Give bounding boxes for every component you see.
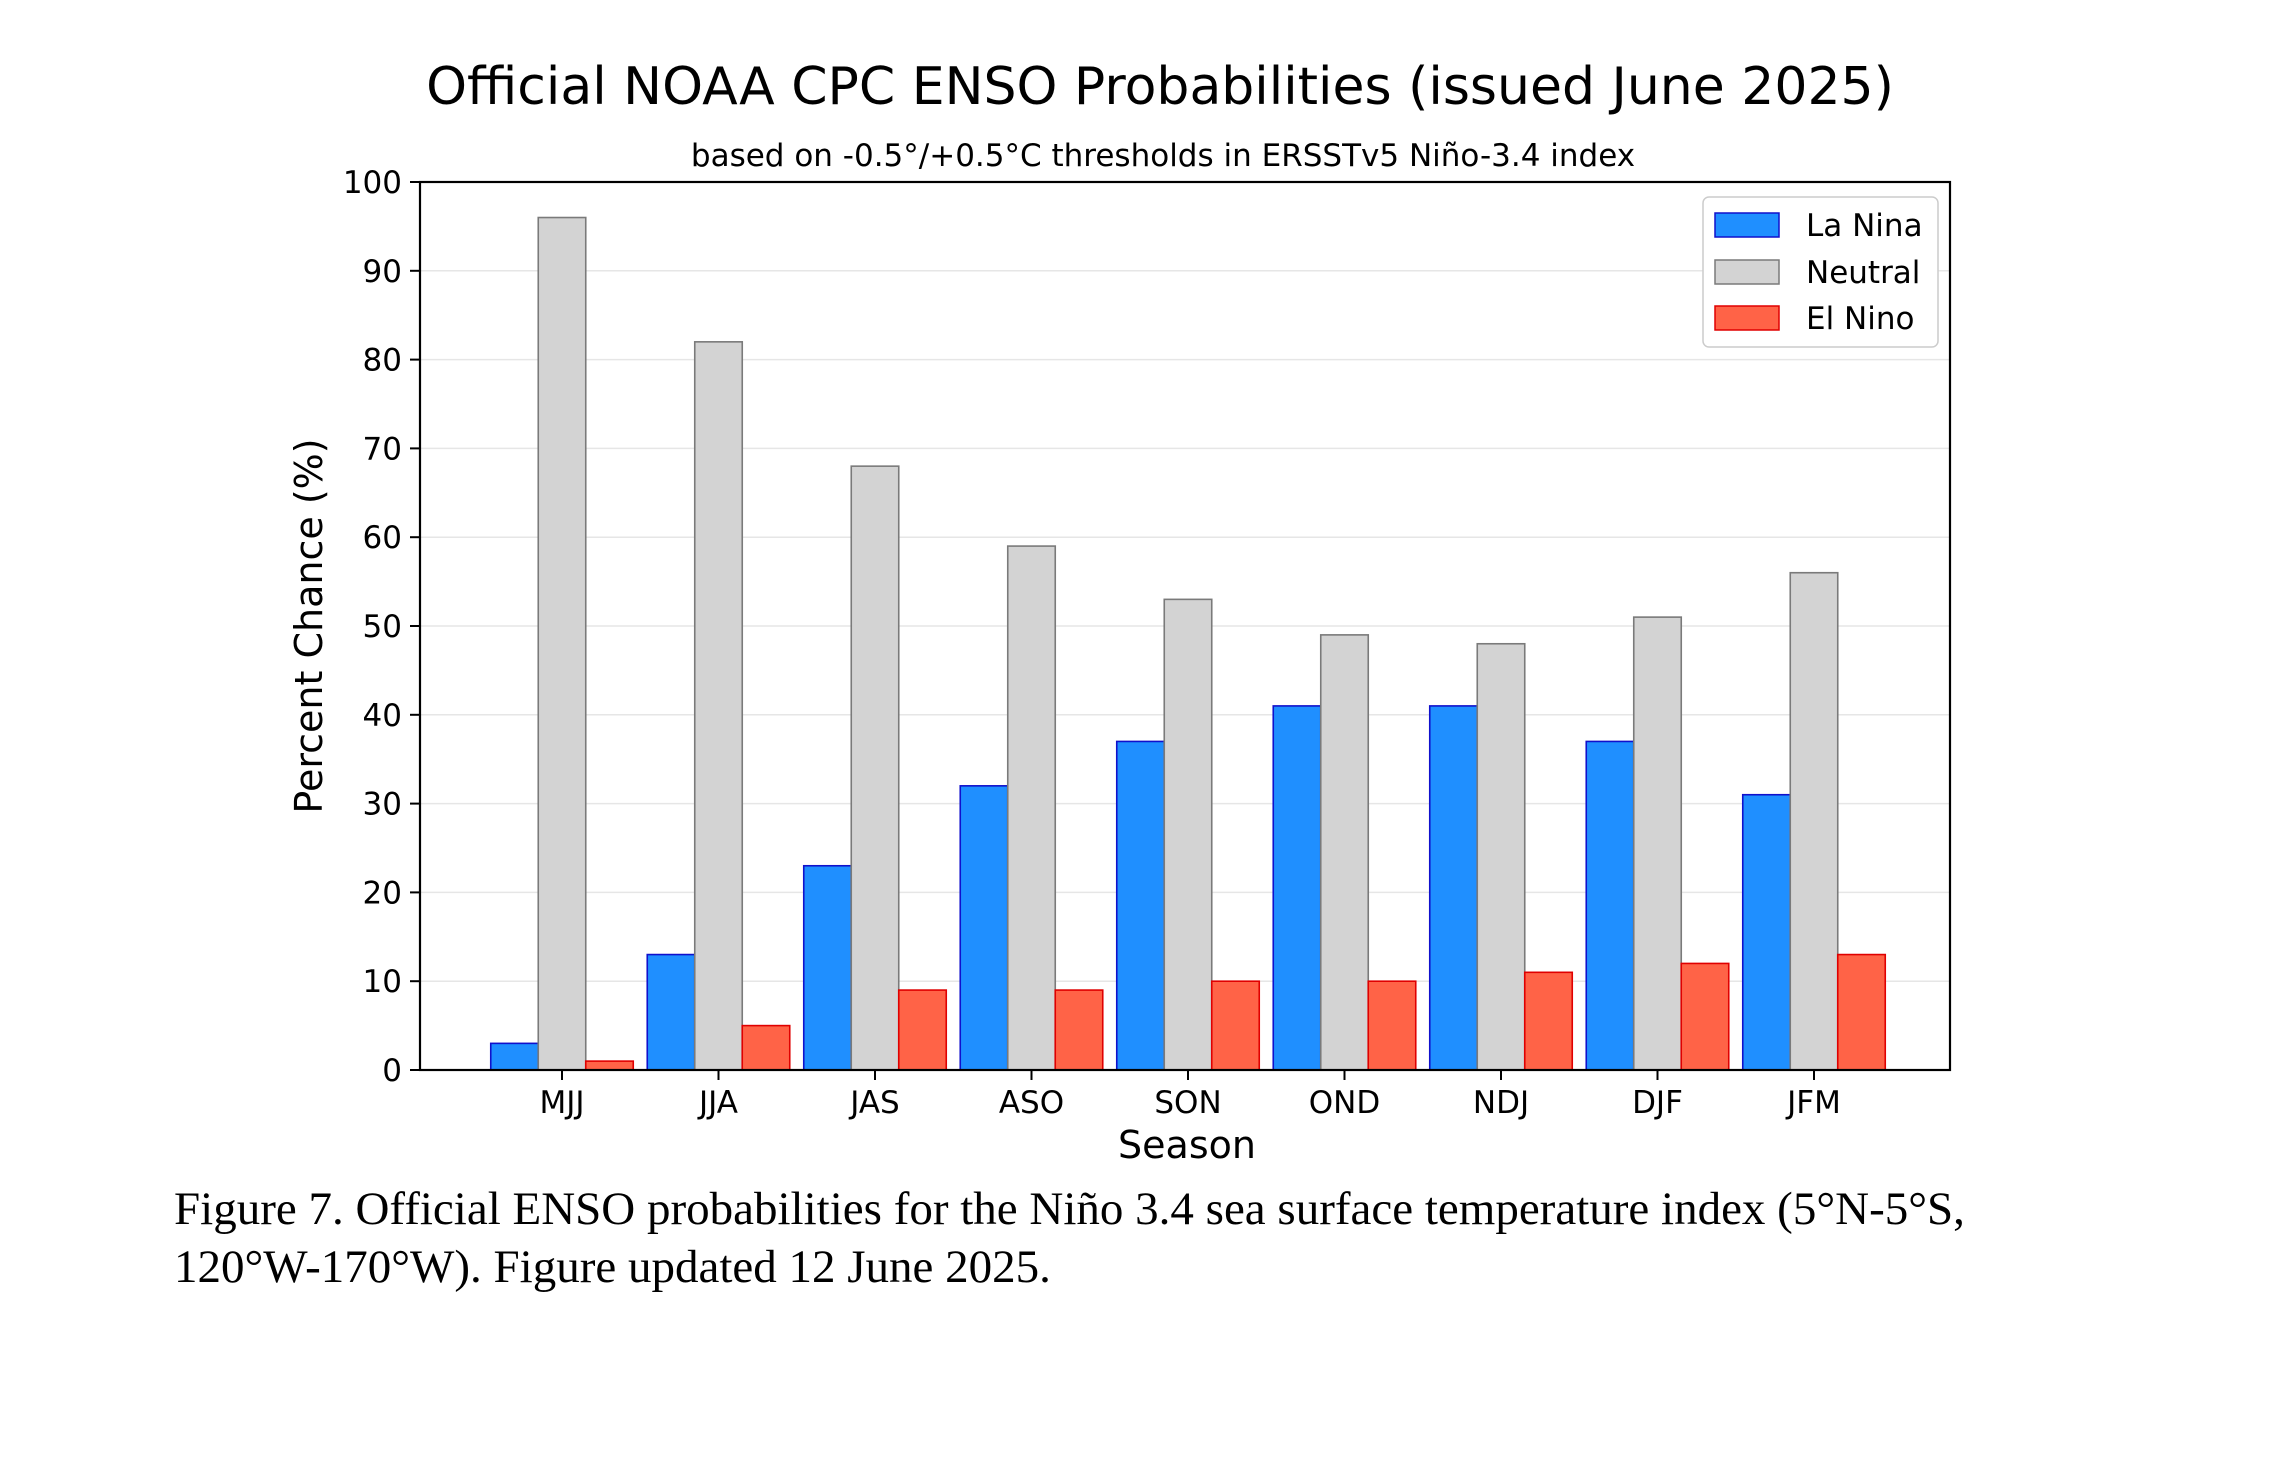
x-tick-label: MJJ — [539, 1085, 584, 1121]
y-tick-label: 50 — [363, 609, 402, 645]
bar-neutral-jja — [693, 341, 744, 1071]
x-axis-ticks: MJJ JJA JAS ASO SON OND NDJ DJF JFM — [539, 1070, 1841, 1121]
bar-el-nino-jfm — [1836, 953, 1887, 1071]
bar-la-nina-djf — [1585, 740, 1635, 1071]
x-tick-label: JAS — [848, 1085, 899, 1121]
bar-la-nina-son — [1115, 740, 1166, 1071]
bar-la-nina-ndj — [1428, 705, 1479, 1071]
bar-el-nino-son — [1210, 980, 1261, 1071]
bar-la-nina-mjj — [489, 1042, 540, 1071]
bar-neutral-mjj — [537, 216, 587, 1071]
y-tick-label: 40 — [363, 698, 402, 734]
bar-el-nino-djf — [1680, 962, 1730, 1071]
y-tick-label: 80 — [363, 343, 402, 379]
caption-line-1: Figure 7. Official ENSO probabilities fo… — [174, 1183, 1965, 1235]
y-tick-label: 0 — [382, 1053, 402, 1089]
chart-title: Official NOAA CPC ENSO Probabilities (is… — [426, 57, 1894, 117]
legend-label-neutral: Neutral — [1806, 255, 1920, 291]
x-tick-label: ASO — [999, 1085, 1064, 1121]
caption-line-2: 120°W-170°W). Figure updated 12 June 202… — [174, 1241, 1051, 1293]
bar-la-nina-jja — [646, 953, 696, 1071]
bar-el-nino-aso — [1054, 989, 1104, 1071]
x-tick-label: SON — [1154, 1085, 1221, 1121]
bars — [489, 216, 1887, 1071]
bar-el-nino-ndj — [1523, 971, 1574, 1071]
y-tick-label: 60 — [363, 520, 402, 556]
bar-la-nina-aso — [959, 785, 1009, 1071]
x-tick-label: JJA — [697, 1085, 738, 1121]
y-axis-label: Percent Chance (%) — [287, 438, 331, 813]
y-tick-label: 70 — [363, 431, 402, 467]
bar-el-nino-ond — [1367, 980, 1417, 1071]
bar-neutral-aso — [1006, 545, 1057, 1071]
bar-el-nino-mjj — [584, 1060, 635, 1071]
bar-neutral-djf — [1632, 616, 1683, 1071]
bar-neutral-jfm — [1789, 571, 1839, 1071]
bar-la-nina-jfm — [1741, 793, 1792, 1071]
y-axis-ticks: 0 10 20 30 40 50 60 70 80 90 100 — [343, 165, 420, 1089]
x-axis-label: Season — [1118, 1123, 1256, 1160]
y-tick-label: 20 — [363, 875, 402, 911]
bar-la-nina-ond — [1272, 705, 1322, 1071]
legend-swatch-neutral — [1714, 259, 1780, 285]
legend-swatch-la-nina — [1714, 212, 1780, 238]
legend-swatch-el-nino — [1714, 305, 1780, 331]
y-tick-label: 100 — [343, 165, 402, 201]
y-tick-label: 10 — [363, 964, 402, 1000]
x-tick-label: DJF — [1632, 1085, 1683, 1121]
figure-caption: Figure 7. Official ENSO probabilities fo… — [174, 1180, 2174, 1296]
x-tick-label: NDJ — [1473, 1085, 1529, 1121]
bar-la-nina-jas — [802, 864, 853, 1071]
y-tick-label: 30 — [363, 787, 402, 823]
chart-subtitle: based on -0.5°/+0.5°C thresholds in ERSS… — [691, 138, 1635, 174]
bar-neutral-jas — [850, 465, 900, 1071]
bar-neutral-son — [1163, 598, 1213, 1071]
bar-el-nino-jja — [741, 1024, 791, 1071]
y-tick-label: 90 — [363, 254, 402, 290]
legend-label-la-nina: La Nina — [1806, 208, 1923, 244]
bar-neutral-ond — [1319, 634, 1370, 1071]
enso-probability-chart: Official NOAA CPC ENSO Probabilities (is… — [287, 57, 1952, 1160]
legend-label-el-nino: El Nino — [1806, 301, 1914, 337]
bar-neutral-ndj — [1476, 642, 1526, 1071]
bar-el-nino-jas — [897, 989, 948, 1071]
legend: La Nina Neutral El Nino — [1702, 196, 1939, 348]
x-tick-label: OND — [1309, 1085, 1380, 1121]
x-tick-label: JFM — [1785, 1085, 1841, 1121]
